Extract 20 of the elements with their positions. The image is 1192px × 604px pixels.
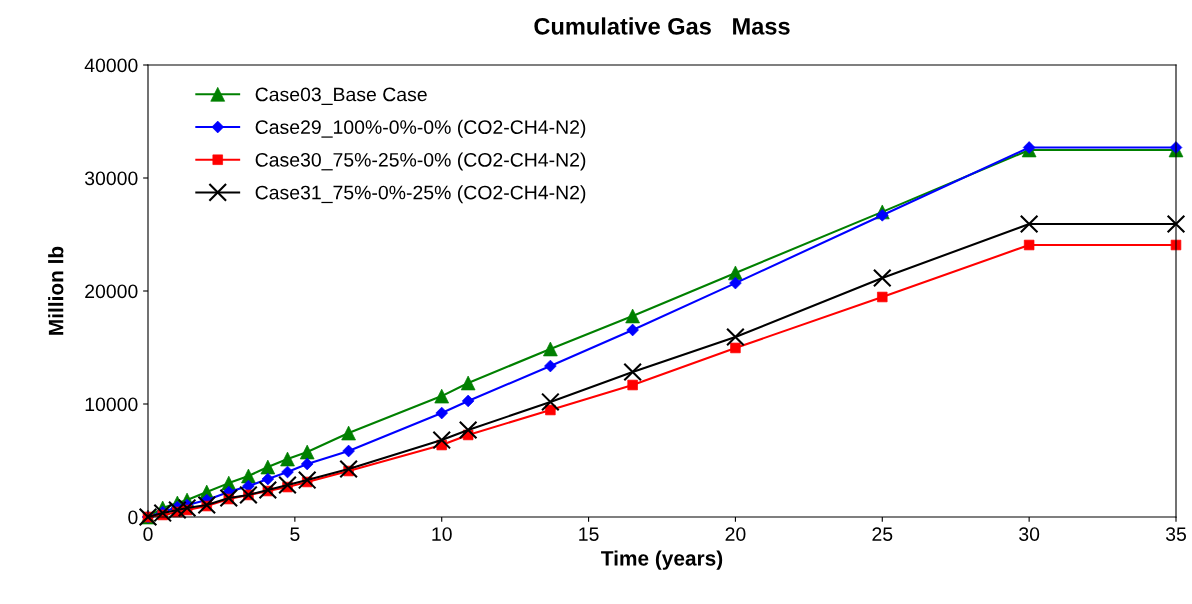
legend-label: Case29_100%-0%-0% (CO2-CH4-N2) [255,119,586,138]
y-tick-label: 0 [128,510,138,525]
chart-title: Cumulative Gas Mass [534,17,790,35]
legend-label: Case03_Base Case [255,87,427,105]
x-tick-label: 20 [725,527,746,541]
x-tick-label: 25 [872,527,893,541]
y-axis-title: Million lb [48,246,64,335]
legend-label: Case31_75%-0%-25% (CO2-CH4-N2) [255,185,586,204]
x-tick-label: 30 [1019,527,1040,541]
y-tick-label: 10000 [85,397,138,412]
x-tick-label: 0 [143,527,153,541]
x-tick-label: 35 [1165,527,1186,541]
legend-label: Case30_75%-25%-0% (CO2-CH4-N2) [255,152,586,171]
x-tick-label: 5 [290,527,300,541]
x-tick-label: 15 [579,527,599,541]
y-tick-label: 30000 [84,171,138,186]
x-tick-label: 10 [432,527,452,541]
y-tick-label: 20000 [85,284,138,299]
x-axis-title: Time (years) [601,550,723,570]
y-tick-label: 40000 [84,58,138,73]
